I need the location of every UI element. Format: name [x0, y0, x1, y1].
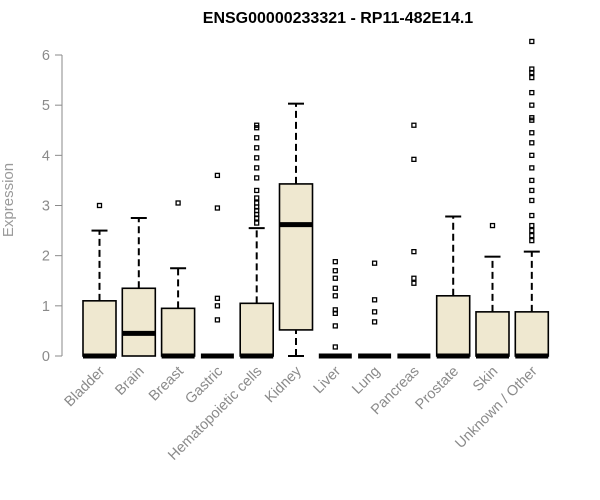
outlier-0-0 [96, 202, 103, 209]
outlier-4-8 [254, 175, 260, 181]
outlier-11-16 [529, 74, 535, 81]
box-9 [435, 215, 471, 359]
outlier-6-5 [332, 285, 338, 291]
y-tick-label-0: 0 [42, 349, 50, 365]
box-6 [318, 259, 352, 359]
outlier-4-0 [254, 220, 260, 226]
outlier-8-3 [411, 156, 417, 162]
outlier-4-5 [254, 200, 260, 206]
y-tick-label-2: 2 [42, 249, 50, 265]
outlier-11-5 [529, 197, 535, 204]
box-2 [160, 200, 196, 359]
y-tick-label-1: 1 [42, 299, 50, 315]
box-body-10 [475, 311, 510, 357]
outlier-11-3 [529, 222, 535, 229]
box-body-11 [514, 311, 550, 357]
outlier-11-0 [529, 237, 535, 244]
outlier-11-1 [529, 232, 535, 239]
outlier-4-10 [254, 155, 260, 161]
outlier-3-0 [214, 317, 221, 323]
outlier-8-4 [411, 122, 417, 128]
category-label-2: Breast [146, 364, 187, 405]
outlier-11-2 [529, 227, 535, 234]
outlier-11-9 [529, 152, 535, 158]
chart-title: ENSG00000233321 - RP11-482E14.1 [203, 10, 474, 27]
outlier-4-9 [254, 165, 260, 171]
outlier-7-2 [371, 297, 378, 303]
outlier-6-1 [332, 323, 338, 329]
y-axis-label: Expression [0, 163, 17, 237]
outlier-6-3 [332, 307, 338, 313]
outlier-8-1 [411, 275, 417, 281]
outlier-11-15 [529, 89, 535, 96]
outlier-7-0 [371, 319, 378, 325]
outlier-7-1 [371, 309, 378, 315]
box-4 [239, 122, 274, 359]
outlier-10-0 [489, 222, 496, 229]
outlier-3-4 [214, 172, 221, 179]
outlier-4-7 [254, 187, 260, 194]
boxes-group [82, 38, 550, 359]
outlier-11-11 [529, 130, 535, 136]
category-label-7: Lung [349, 364, 383, 398]
outlier-8-2 [411, 249, 417, 255]
outlier-4-14 [254, 122, 260, 128]
outlier-6-6 [332, 275, 338, 281]
category-label-1: Brain [112, 364, 147, 399]
outlier-4-12 [254, 135, 260, 141]
outlier-4-6 [254, 195, 260, 201]
axes: 0 1 2 3 4 5 6 [42, 48, 63, 365]
box-10 [475, 222, 510, 359]
box-body-5 [278, 183, 314, 331]
box-body-2 [160, 307, 196, 357]
y-tick-label-5: 5 [42, 98, 50, 114]
outlier-11-14 [529, 102, 535, 108]
box-7 [358, 260, 392, 359]
category-label-9: Prostate [413, 364, 462, 413]
y-tick-label-6: 6 [42, 48, 50, 64]
outlier-7-3 [371, 260, 378, 266]
outlier-6-8 [332, 259, 338, 265]
box-0 [82, 202, 117, 359]
outlier-11-13 [529, 115, 535, 121]
outlier-11-4 [529, 212, 535, 219]
outlier-3-1 [214, 303, 221, 309]
outlier-3-2 [214, 295, 221, 301]
box-body-4 [239, 302, 274, 357]
y-tick-label-4: 4 [42, 148, 50, 164]
category-label-0: Bladder [62, 363, 109, 410]
box-1 [121, 217, 157, 357]
outlier-4-11 [254, 145, 260, 151]
outlier-11-8 [529, 165, 535, 171]
box-body-1 [121, 287, 157, 357]
outlier-8-0 [411, 280, 417, 286]
box-body-0 [82, 300, 117, 357]
outlier-6-0 [332, 344, 338, 350]
outlier-3-3 [214, 205, 221, 211]
outlier-6-4 [332, 293, 338, 299]
box-8 [397, 122, 431, 359]
y-tick-label-3: 3 [42, 199, 50, 215]
box-body-9 [435, 294, 471, 357]
outlier-6-7 [332, 268, 338, 274]
outlier-11-18 [529, 66, 535, 72]
category-label-10: Skin [470, 364, 501, 395]
box-11 [514, 38, 550, 359]
outlier-11-10 [529, 140, 535, 146]
box-3 [200, 172, 234, 359]
outlier-11-6 [529, 187, 535, 194]
outlier-11-19 [529, 38, 535, 45]
category-label-5: Kidney [262, 363, 305, 406]
category-label-6: Liver [311, 363, 345, 397]
box-5 [278, 102, 314, 357]
outlier-2-0 [175, 200, 181, 206]
outlier-11-7 [529, 177, 535, 184]
